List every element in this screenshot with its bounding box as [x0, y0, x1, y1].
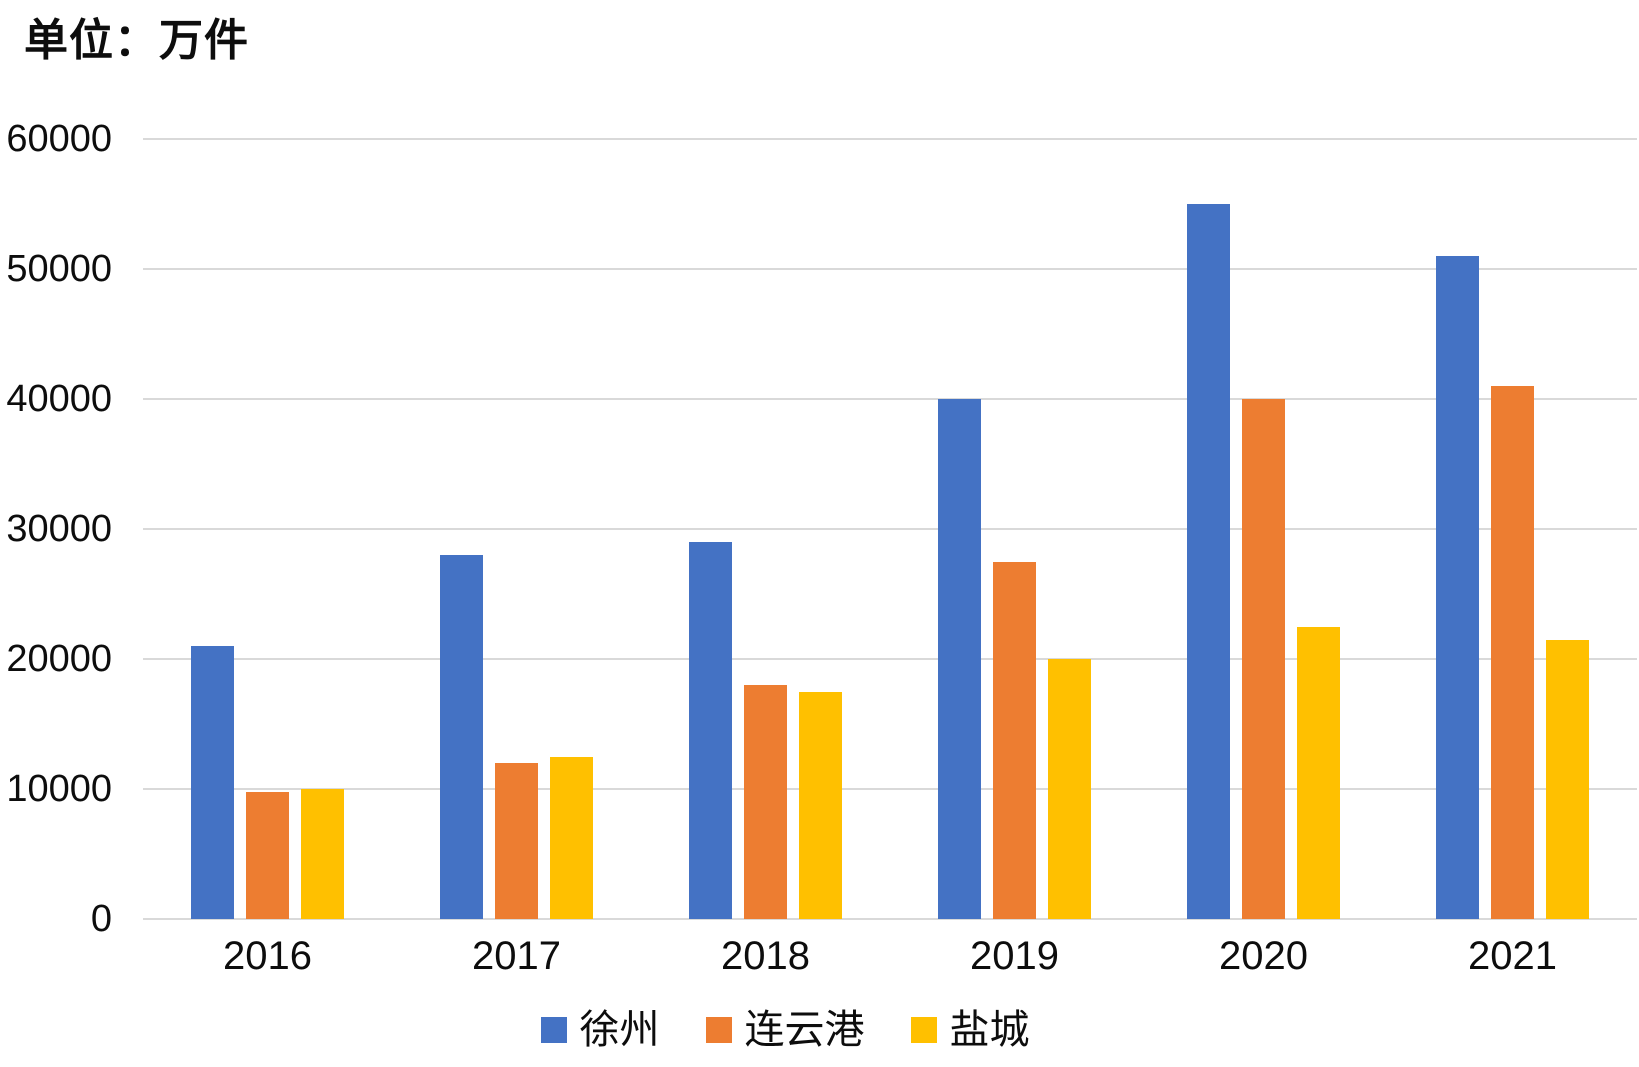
- x-axis-label-2019: 2019: [970, 934, 1059, 978]
- legend-label: 连云港: [744, 1008, 865, 1052]
- legend-item-连云港: 连云港: [705, 1008, 865, 1052]
- y-axis-tick-10000: 10000: [6, 768, 112, 810]
- bar-盐城-2021: [1546, 639, 1589, 919]
- bar-徐州-2020: [1187, 204, 1230, 919]
- legend-label: 徐州: [579, 1008, 660, 1052]
- y-axis-tick-0: 0: [90, 898, 112, 940]
- y-axis-tick-60000: 60000: [6, 118, 112, 160]
- legend-marker-icon: [910, 1017, 937, 1043]
- bar-连云港-2017: [495, 763, 538, 919]
- bar-group-2020: [1139, 139, 1388, 919]
- bar-徐州-2017: [440, 555, 483, 919]
- x-axis-label-2021: 2021: [1468, 934, 1557, 978]
- bar-盐城-2016: [301, 789, 344, 919]
- bar-徐州-2018: [689, 542, 732, 919]
- y-axis-tick-20000: 20000: [6, 638, 112, 680]
- legend: 徐州 连云港 盐城: [0, 1010, 1570, 1050]
- bar-group-2016: [143, 139, 392, 919]
- plot-area: [143, 138, 1637, 920]
- gridline-20000: [143, 658, 1637, 660]
- legend-marker-icon: [540, 1017, 567, 1043]
- bar-group-2018: [641, 139, 890, 919]
- bar-group-2017: [392, 139, 641, 919]
- bar-连云港-2018: [744, 685, 787, 919]
- bar-盐城-2018: [799, 691, 842, 919]
- gridline-10000: [143, 788, 1637, 790]
- legend-item-徐州: 徐州: [540, 1008, 660, 1052]
- bar-group-2021: [1388, 139, 1637, 919]
- bar-盐城-2017: [550, 756, 593, 919]
- gridline-30000: [143, 528, 1637, 530]
- chart-unit-label: 单位：万件: [24, 16, 249, 65]
- bar-盐城-2019: [1048, 659, 1091, 919]
- x-axis-label-2017: 2017: [472, 934, 561, 978]
- x-axis-label-2020: 2020: [1219, 934, 1308, 978]
- y-axis-tick-30000: 30000: [6, 508, 112, 550]
- legend-marker-icon: [705, 1017, 732, 1043]
- bar-连云港-2016: [246, 791, 289, 919]
- gridline-0: [143, 918, 1637, 920]
- legend-item-盐城: 盐城: [910, 1008, 1030, 1052]
- gridline-40000: [143, 398, 1637, 400]
- bar-徐州-2016: [191, 646, 234, 919]
- bar-徐州-2021: [1436, 256, 1479, 919]
- bar-连云港-2020: [1242, 399, 1285, 919]
- x-axis-label-2016: 2016: [223, 934, 312, 978]
- y-axis-tick-40000: 40000: [6, 378, 112, 420]
- bar-连云港-2021: [1491, 386, 1534, 919]
- bar-盐城-2020: [1297, 626, 1340, 919]
- bar-徐州-2019: [938, 399, 981, 919]
- x-axis-label-2018: 2018: [721, 934, 810, 978]
- bar-连云港-2019: [993, 561, 1036, 919]
- gridline-50000: [143, 268, 1637, 270]
- y-axis-tick-50000: 50000: [6, 248, 112, 290]
- legend-label: 盐城: [949, 1008, 1030, 1052]
- gridline-60000: [143, 138, 1637, 140]
- bar-group-2019: [890, 139, 1139, 919]
